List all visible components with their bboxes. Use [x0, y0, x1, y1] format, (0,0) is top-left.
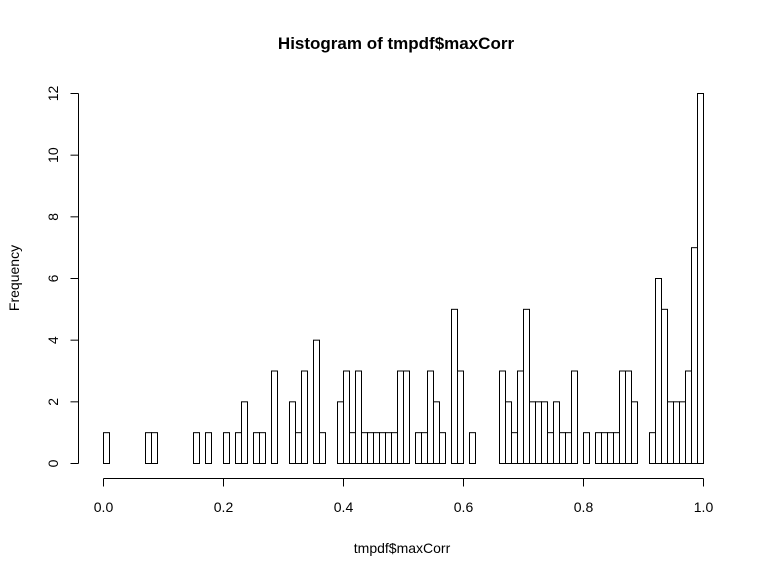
histogram-bar: [343, 370, 350, 464]
histogram-bar: [583, 432, 590, 465]
y-tick-label: 8: [45, 213, 61, 221]
histogram-bar: [547, 432, 554, 465]
histogram-bar: [673, 401, 680, 464]
histogram-bar: [505, 401, 512, 464]
y-tick-label: 2: [45, 398, 61, 406]
y-axis: 0 2 4 6 8 10 12: [45, 86, 79, 467]
histogram-bar: [559, 432, 566, 465]
histogram-bar: [361, 432, 368, 465]
histogram-bar: [691, 247, 698, 464]
histogram-bar: [379, 432, 386, 465]
bars-group: [103, 93, 704, 465]
histogram-bar: [103, 432, 110, 465]
histogram-bar: [427, 370, 434, 464]
y-tick-label: 6: [45, 274, 61, 282]
histogram-bar: [235, 432, 242, 465]
histogram-bar: [601, 432, 608, 465]
histogram-bar: [145, 432, 152, 465]
histogram-bar: [523, 308, 530, 464]
histogram-bar: [349, 432, 356, 465]
histogram-bar: [619, 370, 626, 464]
y-tick-label: 12: [45, 86, 61, 102]
histogram-bar: [613, 432, 620, 465]
histogram-bar: [259, 432, 266, 465]
x-tick-label: 0.6: [454, 499, 474, 515]
y-tick-label: 10: [45, 147, 61, 163]
histogram-bar: [223, 432, 230, 465]
histogram-bar: [367, 432, 374, 465]
histogram-bar: [595, 432, 602, 465]
histogram-bar: [253, 432, 260, 465]
histogram-bar: [319, 432, 326, 465]
x-tick-label: 0.4: [334, 499, 354, 515]
histogram-bar: [313, 339, 320, 465]
histogram-bar: [565, 432, 572, 465]
histogram-bar: [289, 401, 296, 464]
y-axis-label: Frequency: [6, 245, 22, 311]
histogram-bar: [151, 432, 158, 465]
histogram-bar: [421, 432, 428, 465]
y-tick-label: 0: [45, 459, 61, 467]
histogram-bar: [667, 401, 674, 464]
histogram-bar: [397, 370, 404, 464]
histogram-bar: [571, 370, 578, 464]
histogram-bar: [337, 401, 344, 464]
histogram-bar: [469, 432, 476, 465]
histogram-bar: [433, 401, 440, 464]
histogram-bar: [517, 370, 524, 464]
histogram-bar: [439, 432, 446, 465]
histogram-bar: [661, 308, 668, 464]
x-axis: 0.0 0.2 0.4 0.6 0.8 1.0: [94, 478, 714, 515]
histogram-bar: [301, 370, 308, 464]
x-tick-label: 0.0: [94, 499, 114, 515]
histogram-bar: [295, 432, 302, 465]
histogram-bar: [451, 308, 458, 464]
y-tick-label: 4: [45, 336, 61, 344]
histogram-bar: [499, 370, 506, 464]
histogram-bar: [541, 401, 548, 464]
histogram-bar: [685, 370, 692, 464]
chart-title: Histogram of tmpdf$maxCorr: [278, 34, 515, 53]
histogram-bar: [625, 370, 632, 464]
histogram-bar: [631, 401, 638, 464]
histogram-bar: [271, 370, 278, 464]
histogram-bar: [403, 370, 410, 464]
histogram-bar: [415, 432, 422, 465]
histogram-bar: [655, 278, 662, 464]
histogram-bar: [385, 432, 392, 465]
histogram-bar: [241, 401, 248, 464]
histogram-bar: [205, 432, 212, 465]
histogram-bar: [457, 370, 464, 464]
histogram-bar: [697, 93, 704, 464]
histogram-bar: [391, 432, 398, 465]
x-tick-label: 0.2: [214, 499, 234, 515]
histogram-bar: [355, 370, 362, 464]
histogram-bar: [529, 401, 536, 464]
histogram-bar: [193, 432, 200, 465]
histogram-bar: [535, 401, 542, 464]
histogram-bar: [553, 401, 560, 464]
x-tick-label: 1.0: [694, 499, 714, 515]
x-tick-label: 0.8: [574, 499, 594, 515]
x-axis-label: tmpdf$maxCorr: [354, 540, 451, 556]
histogram-bar: [649, 432, 656, 465]
histogram-bar: [679, 401, 686, 464]
histogram-bar: [511, 432, 518, 465]
histogram-bar: [607, 432, 614, 465]
histogram-bar: [373, 432, 380, 465]
